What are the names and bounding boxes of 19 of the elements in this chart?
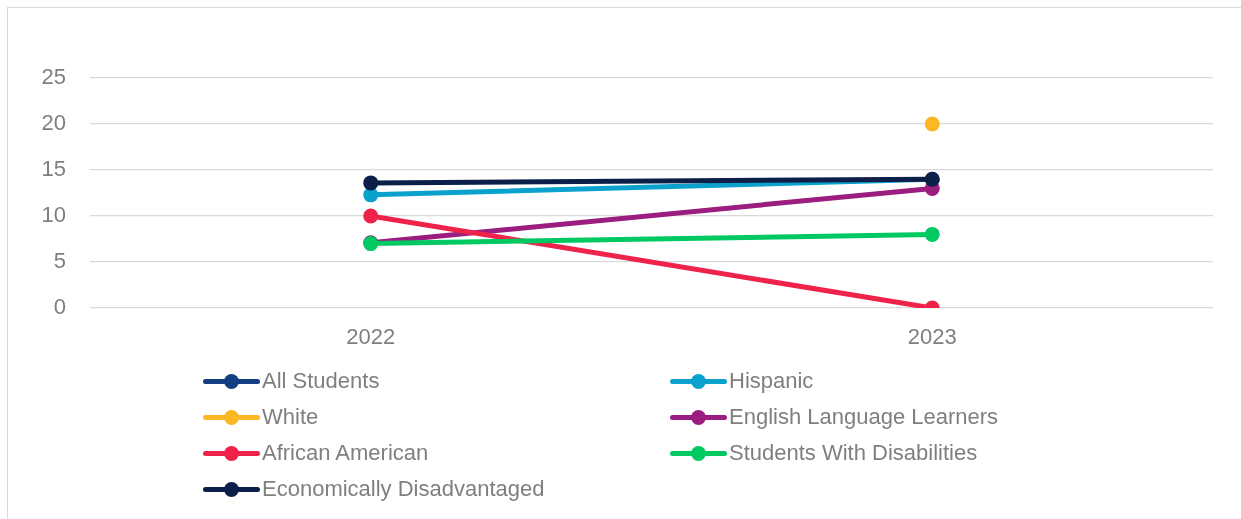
y-tick-label: 20 — [41, 110, 66, 136]
y-tick-label: 5 — [53, 248, 66, 274]
y-tick-label: 10 — [41, 202, 66, 228]
point — [363, 175, 379, 191]
x-tick-label: 2022 — [346, 324, 396, 350]
legend-label: Students With Disabilities — [729, 440, 978, 466]
y-tick-label: 0 — [53, 294, 66, 320]
legend-label: All Students — [262, 368, 380, 394]
y-tick-label: 25 — [41, 64, 66, 90]
point — [924, 226, 940, 242]
y-tick-label: 15 — [41, 156, 66, 182]
legend-label: African American — [262, 440, 429, 466]
legend-label: White — [262, 404, 319, 430]
point — [924, 116, 940, 132]
legend-label: Hispanic — [729, 368, 814, 394]
legend-label: Economically Disadvantaged — [262, 476, 545, 502]
legend-label: English Language Learners — [729, 404, 999, 430]
x-tick-label: 2023 — [907, 324, 957, 350]
point — [363, 208, 379, 224]
